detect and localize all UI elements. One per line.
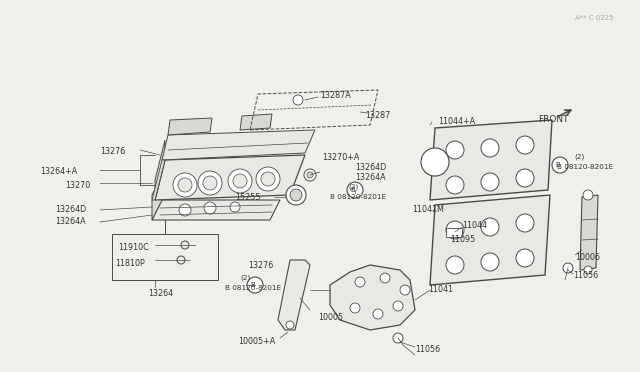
Circle shape	[516, 136, 534, 154]
Circle shape	[179, 204, 191, 216]
Circle shape	[481, 253, 499, 271]
Circle shape	[198, 171, 222, 195]
Text: 13270: 13270	[65, 180, 90, 189]
Polygon shape	[330, 265, 415, 330]
Text: 11910C: 11910C	[118, 244, 148, 253]
Text: 11056: 11056	[573, 272, 598, 280]
Circle shape	[446, 141, 464, 159]
Circle shape	[563, 263, 573, 273]
Text: 13270+A: 13270+A	[322, 153, 360, 161]
Text: FRONT: FRONT	[538, 115, 568, 125]
Circle shape	[393, 333, 403, 343]
Circle shape	[355, 277, 365, 287]
Circle shape	[350, 303, 360, 313]
Text: 13264A: 13264A	[55, 218, 86, 227]
Text: B: B	[556, 162, 561, 168]
Circle shape	[290, 189, 302, 201]
Text: 10005: 10005	[318, 314, 343, 323]
Circle shape	[446, 256, 464, 274]
Text: 11041M: 11041M	[412, 205, 444, 215]
Text: B: B	[251, 282, 255, 288]
Text: B 08120-8201E: B 08120-8201E	[225, 285, 281, 291]
Circle shape	[181, 241, 189, 249]
Polygon shape	[168, 118, 212, 135]
Circle shape	[373, 309, 383, 319]
Polygon shape	[580, 195, 598, 270]
Text: 11044: 11044	[462, 221, 487, 230]
Text: 11095: 11095	[450, 235, 476, 244]
Circle shape	[347, 182, 363, 198]
Text: (2): (2)	[240, 275, 250, 281]
Text: 11044+A: 11044+A	[438, 118, 475, 126]
Text: 11056: 11056	[415, 346, 440, 355]
Text: 13264+A: 13264+A	[40, 167, 77, 176]
Text: 13264D: 13264D	[355, 163, 387, 171]
Circle shape	[293, 95, 303, 105]
Circle shape	[583, 190, 593, 200]
Text: 13287: 13287	[365, 110, 390, 119]
Polygon shape	[155, 155, 305, 200]
Circle shape	[177, 256, 185, 264]
Circle shape	[178, 178, 192, 192]
Circle shape	[516, 169, 534, 187]
Text: 13264D: 13264D	[55, 205, 86, 215]
Circle shape	[230, 202, 240, 212]
Text: 13287A: 13287A	[320, 90, 351, 99]
Circle shape	[204, 202, 216, 214]
Polygon shape	[278, 260, 310, 330]
Text: 13264: 13264	[148, 289, 173, 298]
Circle shape	[516, 249, 534, 267]
Polygon shape	[430, 120, 552, 200]
Circle shape	[233, 174, 247, 188]
Circle shape	[228, 169, 252, 193]
Circle shape	[584, 266, 592, 274]
Circle shape	[203, 176, 217, 190]
Circle shape	[446, 176, 464, 194]
Circle shape	[380, 273, 390, 283]
Circle shape	[516, 214, 534, 232]
Circle shape	[552, 157, 568, 173]
Circle shape	[286, 321, 294, 329]
Text: 11041: 11041	[428, 285, 453, 295]
Circle shape	[481, 139, 499, 157]
Text: 13276: 13276	[248, 260, 273, 269]
Circle shape	[247, 277, 263, 293]
Circle shape	[307, 172, 313, 178]
Text: (2): (2)	[574, 154, 584, 160]
Circle shape	[393, 301, 403, 311]
Circle shape	[481, 173, 499, 191]
Circle shape	[286, 185, 306, 205]
Polygon shape	[240, 114, 272, 130]
Text: 15255: 15255	[235, 192, 260, 202]
Polygon shape	[162, 130, 315, 160]
Text: B 08120-8201E: B 08120-8201E	[557, 164, 613, 170]
Circle shape	[421, 148, 449, 176]
Polygon shape	[152, 200, 280, 220]
Polygon shape	[446, 228, 462, 237]
Polygon shape	[152, 160, 165, 200]
Circle shape	[304, 169, 316, 181]
Text: (2): (2)	[348, 184, 358, 190]
Text: 13276: 13276	[100, 148, 125, 157]
Text: 11810P: 11810P	[115, 259, 145, 267]
Text: 10006: 10006	[575, 253, 600, 262]
Text: B: B	[351, 187, 355, 193]
Circle shape	[173, 173, 197, 197]
Circle shape	[400, 285, 410, 295]
Polygon shape	[152, 175, 162, 220]
Text: 13264A: 13264A	[355, 173, 386, 183]
Text: B 08120-8201E: B 08120-8201E	[330, 194, 386, 200]
Circle shape	[481, 218, 499, 236]
Polygon shape	[155, 140, 165, 200]
Circle shape	[256, 167, 280, 191]
Circle shape	[446, 221, 464, 239]
Polygon shape	[430, 195, 550, 285]
Circle shape	[261, 172, 275, 186]
Text: A** C 0225: A** C 0225	[575, 15, 613, 21]
Text: 10005+A: 10005+A	[238, 337, 275, 346]
